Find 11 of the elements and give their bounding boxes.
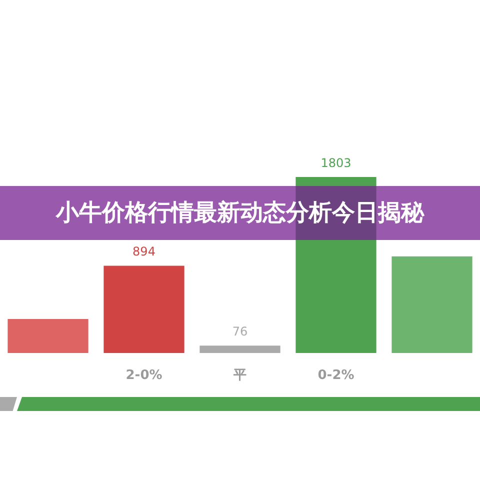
- bar: [104, 266, 184, 353]
- x-tick-label: 2-0%: [126, 368, 162, 383]
- bar: [392, 256, 472, 353]
- title-banner: 小牛价格行情最新动态分析今日揭秘: [0, 186, 480, 240]
- x-tick-label: 0-2%: [318, 368, 354, 383]
- data-label: 76: [232, 324, 248, 339]
- bar: [8, 319, 88, 353]
- data-label: 894: [132, 244, 156, 259]
- data-label: 1803: [320, 156, 352, 170]
- bar: [200, 346, 280, 353]
- x-tick-label: 平: [232, 368, 246, 383]
